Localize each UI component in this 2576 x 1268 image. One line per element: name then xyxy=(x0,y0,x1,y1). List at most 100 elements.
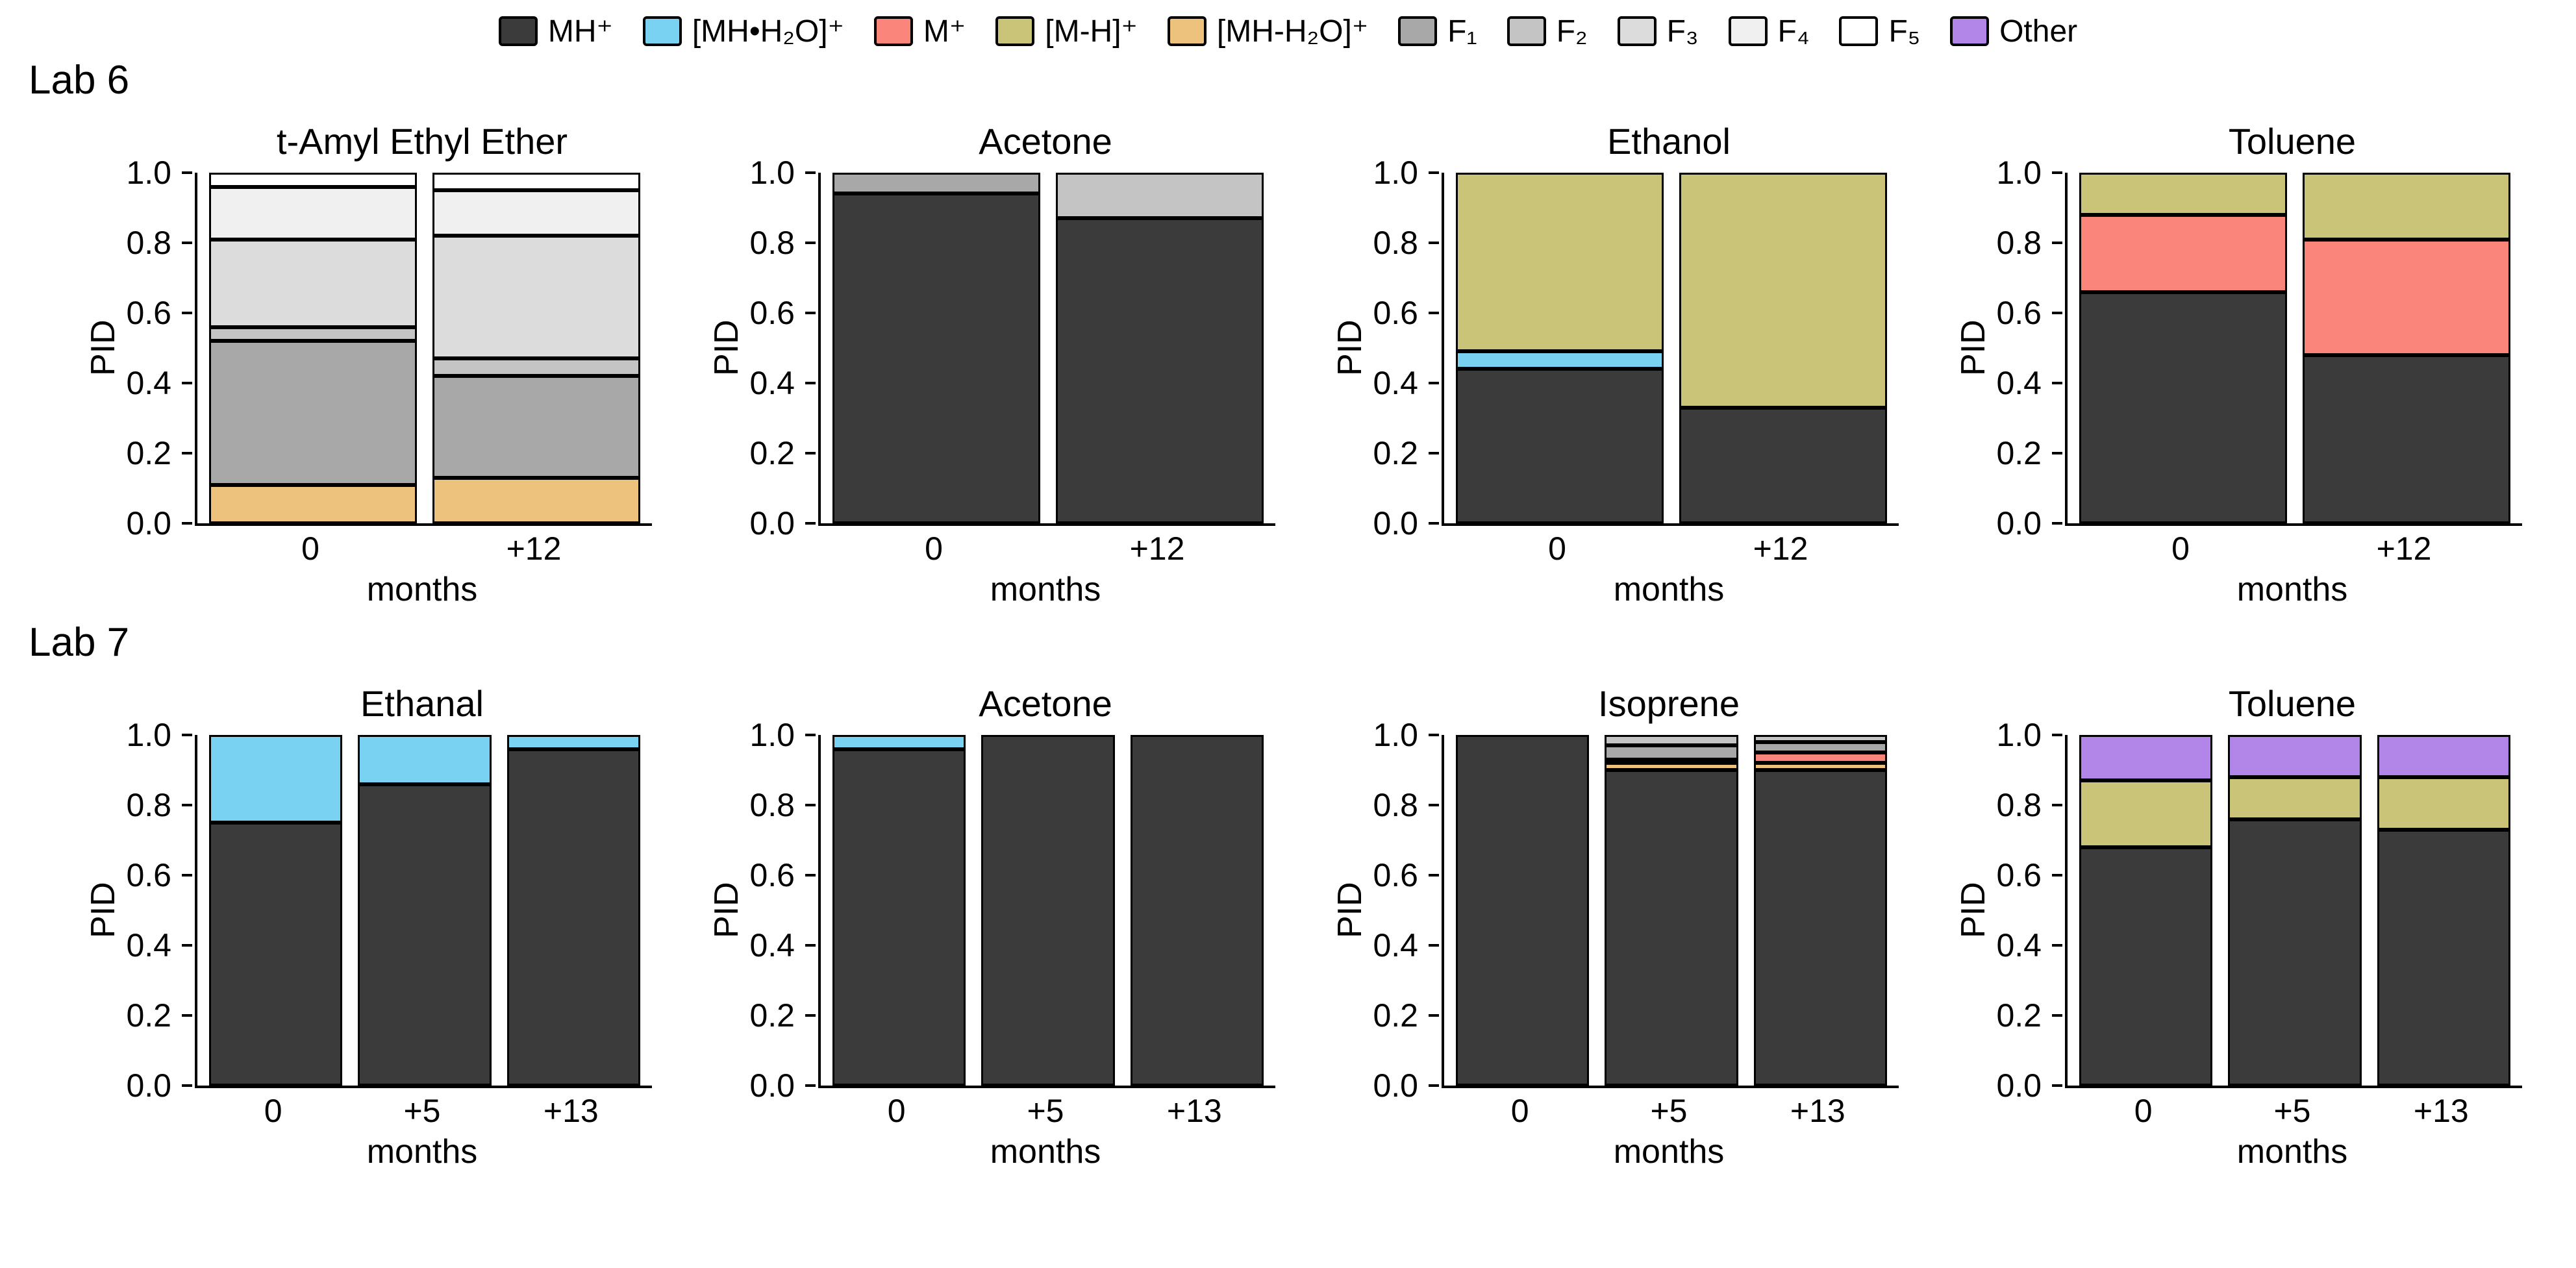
y-tick-label: 0.6 xyxy=(749,857,795,893)
y-tick-label: 0.8 xyxy=(1373,225,1418,261)
bar-segment xyxy=(1130,735,1264,1086)
y-tick-label: 0.4 xyxy=(126,927,171,963)
y-tick-mark xyxy=(2052,1084,2062,1087)
x-ticks: 0 +12 xyxy=(1442,526,1896,569)
legend-item: M⁺ xyxy=(873,13,966,49)
plot-area: PID 0.0 0.2 0.4 0.6 0.8 1.0 xyxy=(84,719,652,1102)
y-tick-label: 0.0 xyxy=(749,505,795,541)
chart-title: Ethanal xyxy=(360,683,484,724)
figure: MH⁺ [MH•H₂O]⁺ M⁺ [M-H]⁺ [MH-H₂O]⁺ F₁ F₂ F₃ F₄ F₅ O… xyxy=(0,9,2576,1171)
y-tick-label: 1.0 xyxy=(1373,155,1418,191)
x-tick-label: +12 xyxy=(2376,530,2432,567)
y-tick-label: 0.4 xyxy=(749,927,795,963)
y-tick-label: 0.8 xyxy=(1373,787,1418,823)
chart-lab7-acetone: Acetone PID 0.0 0.2 0.4 0.6 0.8 1.0 0 +5 +13 months xyxy=(708,682,1275,1171)
y-tick-label: 0.0 xyxy=(749,1067,795,1104)
x-tick-label: +5 xyxy=(1027,1093,1064,1129)
y-tick-label: 0.6 xyxy=(1996,857,2042,893)
x-ticks: 0 +12 xyxy=(818,526,1273,569)
bar-segment xyxy=(358,784,492,1086)
plot-area: PID 0.0 0.2 0.4 0.6 0.8 1.0 xyxy=(1331,719,1899,1102)
chart-title: Toluene xyxy=(2228,121,2357,162)
y-tick-mark xyxy=(1429,804,1439,806)
y-tick-mark xyxy=(805,1084,816,1087)
x-ticks: 0 +12 xyxy=(2065,526,2520,569)
bar-segment xyxy=(432,477,640,523)
y-tick-mark xyxy=(182,452,192,454)
y-tick-label: 0.2 xyxy=(1996,997,2042,1034)
legend-swatch xyxy=(642,16,682,46)
y-tick-label: 0.2 xyxy=(1373,997,1418,1034)
y-axis-label: PID xyxy=(84,882,122,939)
bar-segment xyxy=(832,749,966,1086)
y-tick-label: 0.0 xyxy=(1373,1067,1418,1104)
legend-label: M⁺ xyxy=(923,14,966,49)
plot xyxy=(195,173,652,526)
y-tick-label: 0.2 xyxy=(749,997,795,1034)
y-axis-label: PID xyxy=(1955,319,1992,377)
bar-segment xyxy=(2377,735,2510,777)
bar-segment xyxy=(432,190,640,236)
y-tick-mark xyxy=(805,382,816,384)
y-tick-label: 0.8 xyxy=(749,225,795,261)
bar-segment xyxy=(832,173,1040,194)
bar-segment xyxy=(506,735,640,749)
y-tick-label: 1.0 xyxy=(749,155,795,191)
y-tick-label: 0.6 xyxy=(749,295,795,331)
y-tick-label: 0.8 xyxy=(1996,225,2042,261)
bar-segment xyxy=(2079,214,2287,292)
y-tick-mark xyxy=(805,312,816,314)
chart-title: Toluene xyxy=(2228,683,2357,724)
y-tick-label: 0.8 xyxy=(749,787,795,823)
bar-segment xyxy=(358,735,492,784)
y-tick-mark xyxy=(1429,452,1439,454)
y-tick-label: 0.6 xyxy=(1373,857,1418,893)
legend-swatch xyxy=(1398,16,1438,46)
x-tick-label: 0 xyxy=(301,530,319,567)
y-tick-mark xyxy=(182,171,192,174)
bar-segment xyxy=(2228,777,2362,819)
x-tick-label: +12 xyxy=(506,530,562,567)
chart-lab7-toluene: Toluene PID 0.0 0.2 0.4 0.6 0.8 1.0 0 +5 +13 months xyxy=(1955,682,2522,1171)
legend-item: F₄ xyxy=(1728,14,1809,49)
bar-segment xyxy=(209,173,417,187)
y-tick-mark xyxy=(182,804,192,806)
plot xyxy=(1442,173,1899,526)
legend-item: F₂ xyxy=(1507,14,1588,49)
bar-segment xyxy=(209,186,417,240)
legend-label: [MH•H₂O]⁺ xyxy=(692,14,844,49)
x-tick-label: 0 xyxy=(2134,1093,2153,1129)
plot-area: PID 0.0 0.2 0.4 0.6 0.8 1.0 xyxy=(1331,156,1899,540)
y-tick-label: 1.0 xyxy=(749,717,795,753)
chart-title: Acetone xyxy=(979,683,1112,724)
legend-swatch xyxy=(1950,16,1990,46)
y-tick-label: 1.0 xyxy=(1996,155,2042,191)
y-tick-mark xyxy=(805,944,816,947)
y-tick-mark xyxy=(805,452,816,454)
y-tick-label: 1.0 xyxy=(126,717,171,753)
x-ticks: 0 +5 +13 xyxy=(195,1088,649,1131)
lab7-label: Lab 7 xyxy=(29,620,130,665)
bar-segment xyxy=(209,735,343,823)
chart-lab7-ethanal: Ethanal PID 0.0 0.2 0.4 0.6 0.8 1.0 0 +5 +13 months xyxy=(84,682,652,1171)
y-tick-label: 0.4 xyxy=(1996,927,2042,963)
y-tick-label: 0.0 xyxy=(1996,1067,2042,1104)
lab6-section: Lab 6 t-Amyl Ethyl Ether PID 0.0 0.2 0.4 0.6 0… xyxy=(0,57,2576,609)
y-tick-label: 0.0 xyxy=(1373,505,1418,541)
x-axis-label: months xyxy=(2236,1133,2348,1171)
y-tick-mark xyxy=(182,242,192,244)
x-tick-label: 0 xyxy=(925,530,943,567)
y-tick-mark xyxy=(2052,171,2062,174)
x-axis-label: months xyxy=(1613,571,1725,608)
x-tick-label: 0 xyxy=(887,1093,906,1129)
bar-segment xyxy=(1605,770,1738,1086)
y-axis-label: PID xyxy=(84,319,122,377)
y-tick-mark xyxy=(2052,522,2062,525)
bar-segment xyxy=(832,193,1040,523)
bar-segment xyxy=(1753,752,1887,764)
y-tick-mark xyxy=(2052,242,2062,244)
y-tick-label: 0.2 xyxy=(749,435,795,471)
legend-swatch xyxy=(995,16,1035,46)
x-tick-label: 0 xyxy=(1548,530,1566,567)
y-tick-mark xyxy=(805,734,816,736)
